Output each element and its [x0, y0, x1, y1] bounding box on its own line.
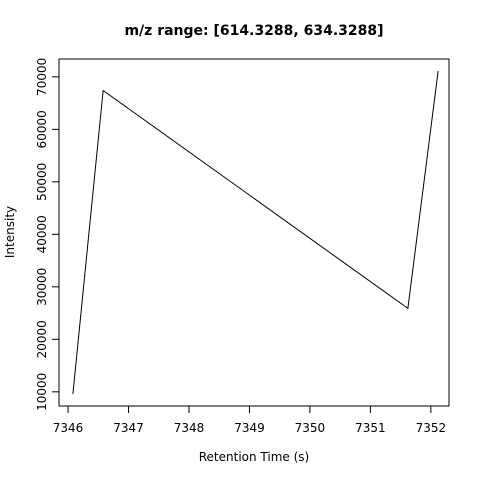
series-line	[72, 71, 439, 394]
y-tick-label: 20000	[35, 320, 49, 358]
x-tick-label: 7347	[113, 421, 144, 435]
x-axis: 7346 7347 7348 7349 7350 7351 7352	[53, 405, 447, 435]
chart-title: m/z range: [614.3288, 634.3288]	[124, 23, 383, 39]
x-tick-label: 7349	[234, 421, 265, 435]
series-layer	[72, 71, 439, 394]
x-axis-label: Retention Time (s)	[199, 450, 309, 464]
y-tick-label: 10000	[35, 373, 49, 411]
y-tick-label: 40000	[35, 215, 49, 253]
y-tick-label: 60000	[35, 110, 49, 148]
x-tick-label: 7350	[295, 421, 326, 435]
y-tick-label: 70000	[35, 58, 49, 96]
y-tick-label: 50000	[35, 163, 49, 201]
y-tick-label: 30000	[35, 268, 49, 306]
x-tick-label: 7352	[416, 421, 447, 435]
x-tick-label: 7348	[174, 421, 205, 435]
y-axis: 10000 20000 30000 40000 50000 60000 70000	[35, 58, 60, 411]
x-tick-label: 7351	[355, 421, 386, 435]
y-axis-label: Intensity	[3, 206, 17, 258]
x-tick-label: 7346	[53, 421, 84, 435]
